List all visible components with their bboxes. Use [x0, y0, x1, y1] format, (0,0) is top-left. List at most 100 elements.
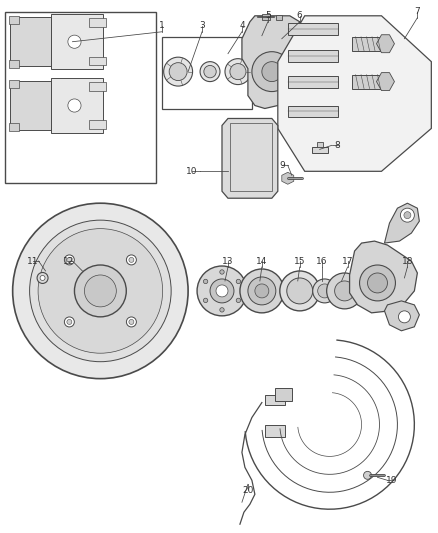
- Text: 16: 16: [316, 256, 328, 265]
- Circle shape: [318, 284, 332, 298]
- Bar: [288, 23, 338, 35]
- Circle shape: [313, 279, 337, 303]
- Bar: [288, 50, 338, 62]
- Bar: [317, 142, 323, 148]
- Bar: [162, 37, 252, 109]
- Circle shape: [236, 298, 240, 303]
- Bar: [9, 16, 19, 24]
- Circle shape: [67, 319, 72, 325]
- Circle shape: [255, 284, 269, 298]
- Circle shape: [197, 266, 247, 316]
- Circle shape: [129, 319, 134, 325]
- Circle shape: [68, 99, 81, 112]
- Bar: [9, 60, 19, 68]
- Text: 20: 20: [242, 486, 254, 495]
- Bar: [276, 15, 282, 20]
- Bar: [265, 425, 285, 438]
- Bar: [88, 56, 106, 65]
- Bar: [265, 394, 285, 405]
- Circle shape: [252, 52, 292, 92]
- Circle shape: [280, 271, 320, 311]
- Circle shape: [335, 281, 355, 301]
- Text: 3: 3: [199, 21, 205, 30]
- Circle shape: [400, 208, 414, 222]
- Circle shape: [225, 59, 251, 85]
- Text: 5: 5: [265, 11, 271, 20]
- Bar: [352, 37, 386, 51]
- Bar: [5, 12, 156, 183]
- Polygon shape: [51, 14, 103, 69]
- Bar: [230, 124, 272, 191]
- Circle shape: [240, 269, 284, 313]
- Circle shape: [37, 272, 48, 284]
- Circle shape: [38, 229, 162, 353]
- Text: 11: 11: [27, 256, 39, 265]
- Bar: [9, 124, 19, 132]
- Circle shape: [67, 257, 72, 262]
- Polygon shape: [282, 172, 294, 184]
- Text: 17: 17: [342, 256, 353, 265]
- Circle shape: [68, 35, 81, 49]
- Circle shape: [74, 265, 126, 317]
- Bar: [312, 148, 328, 154]
- Polygon shape: [10, 81, 51, 130]
- Circle shape: [210, 279, 234, 303]
- Circle shape: [164, 57, 193, 86]
- Text: 15: 15: [294, 256, 305, 265]
- Polygon shape: [10, 17, 51, 67]
- Text: 19: 19: [386, 476, 397, 485]
- Circle shape: [230, 63, 246, 79]
- Text: 8: 8: [335, 141, 340, 150]
- Circle shape: [90, 281, 110, 301]
- Bar: [288, 76, 338, 87]
- Circle shape: [40, 276, 45, 280]
- Circle shape: [64, 255, 74, 265]
- Text: 6: 6: [297, 11, 303, 20]
- Bar: [352, 75, 386, 88]
- Circle shape: [404, 212, 411, 219]
- Bar: [288, 106, 338, 117]
- Text: 13: 13: [222, 256, 234, 265]
- Circle shape: [364, 471, 371, 479]
- Bar: [88, 120, 106, 129]
- Text: 18: 18: [402, 256, 413, 265]
- Circle shape: [85, 275, 117, 307]
- Circle shape: [129, 257, 134, 262]
- Polygon shape: [385, 203, 419, 243]
- Circle shape: [200, 62, 220, 82]
- Circle shape: [262, 62, 282, 82]
- Text: 7: 7: [414, 7, 420, 17]
- Circle shape: [399, 311, 410, 323]
- Circle shape: [127, 317, 136, 327]
- Text: 12: 12: [63, 256, 74, 265]
- Text: 4: 4: [239, 21, 245, 30]
- Polygon shape: [377, 72, 395, 91]
- Polygon shape: [51, 78, 103, 133]
- Text: 14: 14: [256, 256, 268, 265]
- Circle shape: [327, 273, 363, 309]
- Polygon shape: [377, 35, 395, 53]
- Text: 10: 10: [186, 167, 198, 176]
- Circle shape: [220, 270, 224, 274]
- Polygon shape: [385, 301, 419, 331]
- Circle shape: [248, 277, 276, 305]
- Polygon shape: [242, 16, 300, 109]
- Bar: [88, 82, 106, 91]
- Circle shape: [127, 255, 136, 265]
- Circle shape: [203, 279, 208, 284]
- Circle shape: [203, 298, 208, 303]
- Polygon shape: [275, 387, 292, 401]
- Bar: [88, 18, 106, 27]
- Circle shape: [367, 273, 388, 293]
- Circle shape: [360, 265, 396, 301]
- Circle shape: [169, 63, 187, 80]
- Polygon shape: [278, 16, 431, 171]
- Circle shape: [287, 278, 313, 304]
- Polygon shape: [222, 118, 278, 198]
- Circle shape: [216, 285, 228, 297]
- Polygon shape: [350, 241, 417, 313]
- Bar: [9, 79, 19, 87]
- Text: 9: 9: [279, 161, 285, 170]
- Circle shape: [30, 220, 171, 362]
- Circle shape: [13, 203, 188, 378]
